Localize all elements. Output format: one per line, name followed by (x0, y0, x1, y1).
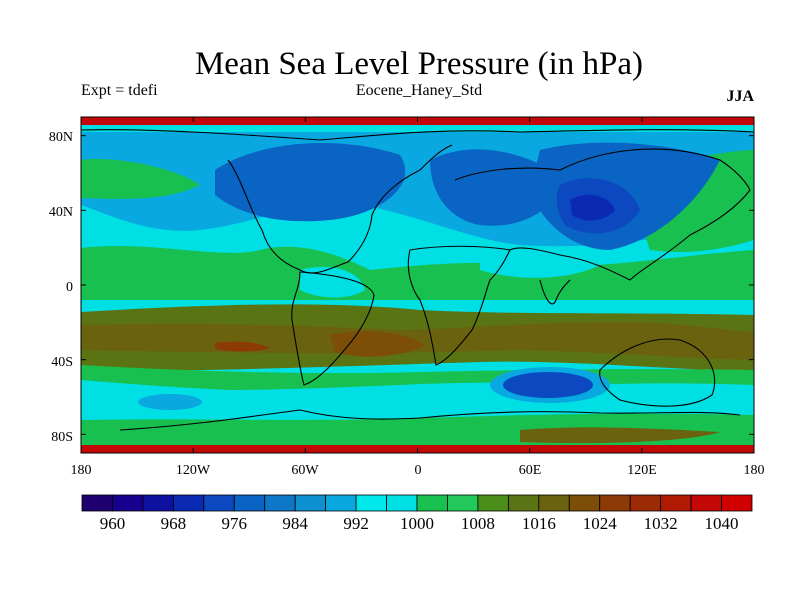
south-america-coast (291, 271, 375, 386)
lat-labels: 80N 40N 0 40S 80S (49, 130, 73, 445)
colorbar-label: 1024 (583, 514, 618, 533)
south-pacific-high (215, 341, 270, 352)
colorbar-swatch (507, 494, 540, 512)
pressure-field (81, 117, 754, 453)
africa-coast (407, 245, 511, 366)
colorbar (81, 494, 753, 512)
colorbar-label: 1000 (400, 514, 434, 533)
north-pacific-low (215, 143, 406, 222)
colorbar-label: 1008 (461, 514, 495, 533)
arctic-coast (81, 129, 754, 141)
colorbar-swatch (538, 494, 570, 512)
eurasia-coast (454, 148, 751, 281)
lon-label-180e: 180 (744, 463, 765, 478)
colorbar-swatch (629, 494, 662, 512)
colorbar-swatch (264, 494, 296, 512)
colorbar-label: 976 (222, 514, 248, 533)
season-label: JJA (726, 88, 754, 105)
south-indian-low (503, 372, 593, 398)
lon-label-120e: 120E (627, 463, 657, 478)
colorbar-label: 1040 (705, 514, 739, 533)
colorbar-swatch (599, 494, 631, 512)
lon-label-0: 0 (415, 463, 422, 478)
coastlines (81, 129, 754, 431)
map-title: Mean Sea Level Pressure (in hPa) (194, 46, 644, 82)
colorbar-swatch (690, 494, 722, 512)
asia-low-core (570, 194, 615, 221)
lon-label-180w: 180 (71, 463, 92, 478)
lat-label-40s: 40S (51, 355, 73, 370)
south-atlantic-high (330, 331, 425, 357)
colorbar-swatch (172, 494, 205, 512)
cyan-pocket-atlantic (300, 266, 365, 298)
south-pacific-low (138, 394, 202, 410)
colorbar-swatch (325, 494, 357, 512)
antarctic-olive (520, 427, 720, 444)
colorbar-labels: 960 968 976 984 992 1000 1008 1016 1024 1032 1040 (100, 514, 739, 533)
colorbar-label: 984 (282, 514, 308, 533)
colorbar-swatch (81, 494, 113, 512)
colorbar-swatch (721, 494, 753, 512)
colorbar-label: 1032 (644, 514, 678, 533)
colorbar-label: 968 (161, 514, 187, 533)
colorbar-swatch (142, 494, 174, 512)
lon-label-120w: 120W (176, 463, 211, 478)
colorbar-swatch (355, 494, 387, 512)
lon-labels: 180 120W 60W 0 60E 120E 180 (71, 463, 765, 478)
india-coast (539, 279, 571, 305)
colorbar-label: 960 (100, 514, 126, 533)
lat-label-80s: 80S (51, 430, 73, 445)
lat-label-80n: 80N (49, 130, 73, 145)
lat-label-0: 0 (66, 280, 73, 295)
colorbar-swatch (416, 494, 448, 512)
experiment-label: Expt = tdefi (81, 82, 158, 99)
colorbar-swatch (386, 494, 418, 512)
colorbar-swatch (447, 494, 479, 512)
lon-label-60w: 60W (291, 463, 319, 478)
axis-ticks (80, 117, 755, 453)
colorbar-swatch (203, 494, 235, 512)
case-label: Eocene_Haney_Std (355, 82, 483, 99)
colorbar-label: 1016 (522, 514, 556, 533)
colorbar-swatch (568, 494, 601, 512)
colorbar-swatch (660, 494, 692, 512)
colorbar-swatch (294, 494, 327, 512)
colorbar-swatch (233, 494, 266, 512)
colorbar-swatch (112, 494, 144, 512)
pacific-green-north (81, 159, 200, 199)
australia-coast (599, 338, 716, 407)
lat-label-40n: 40N (49, 205, 73, 220)
tropical-green-band (81, 246, 754, 300)
antarctica-coast (119, 409, 741, 431)
north-america-coast (227, 144, 453, 274)
lon-label-60e: 60E (519, 463, 542, 478)
colorbar-swatch (477, 494, 509, 512)
colorbar-label: 992 (343, 514, 369, 533)
